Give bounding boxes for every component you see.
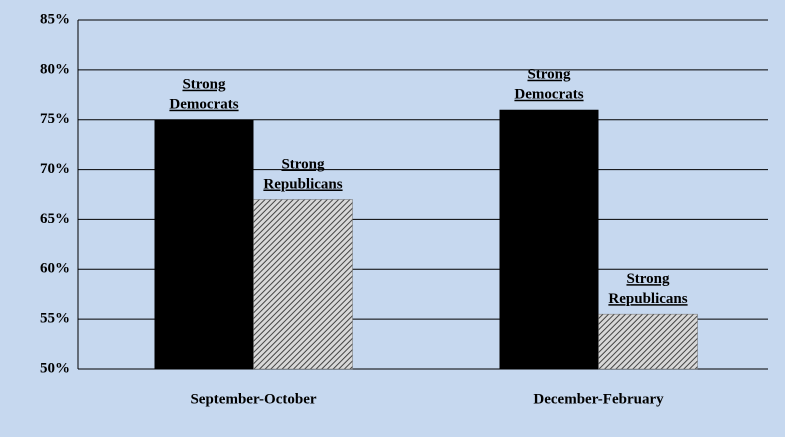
- bar: [598, 313, 698, 370]
- bar-label-line: Republicans: [608, 292, 687, 308]
- bar: [154, 119, 254, 369]
- bar-label-line: Strong: [527, 67, 571, 83]
- bar-label: Strong Republicans: [263, 157, 342, 193]
- bar-label-line: Strong: [281, 157, 325, 173]
- bar-label-line: Republicans: [263, 177, 342, 193]
- bar-label-line: Democrats: [169, 97, 238, 113]
- x-tick-label: September-October: [190, 391, 316, 407]
- y-tick-label: 75%: [40, 111, 70, 127]
- bar-label: Strong Republicans: [608, 272, 687, 308]
- bar-label-line: Democrats: [514, 87, 583, 103]
- bar: [499, 109, 599, 369]
- y-tick-label: 50%: [40, 360, 70, 376]
- bar-label: Strong Democrats: [514, 67, 583, 103]
- y-tick-label: 80%: [40, 61, 70, 77]
- y-tick-label: 70%: [40, 161, 70, 177]
- y-tick-label: 85%: [40, 11, 70, 27]
- bar-label-line: Strong: [182, 77, 226, 93]
- y-tick-label: 60%: [40, 261, 70, 277]
- y-tick-label: 55%: [40, 311, 70, 327]
- y-tick-label: 65%: [40, 211, 70, 227]
- bar: [253, 199, 353, 370]
- bar-label: Strong Democrats: [169, 77, 238, 113]
- x-tick-label: December-February: [533, 391, 664, 407]
- bar-label-line: Strong: [626, 272, 670, 288]
